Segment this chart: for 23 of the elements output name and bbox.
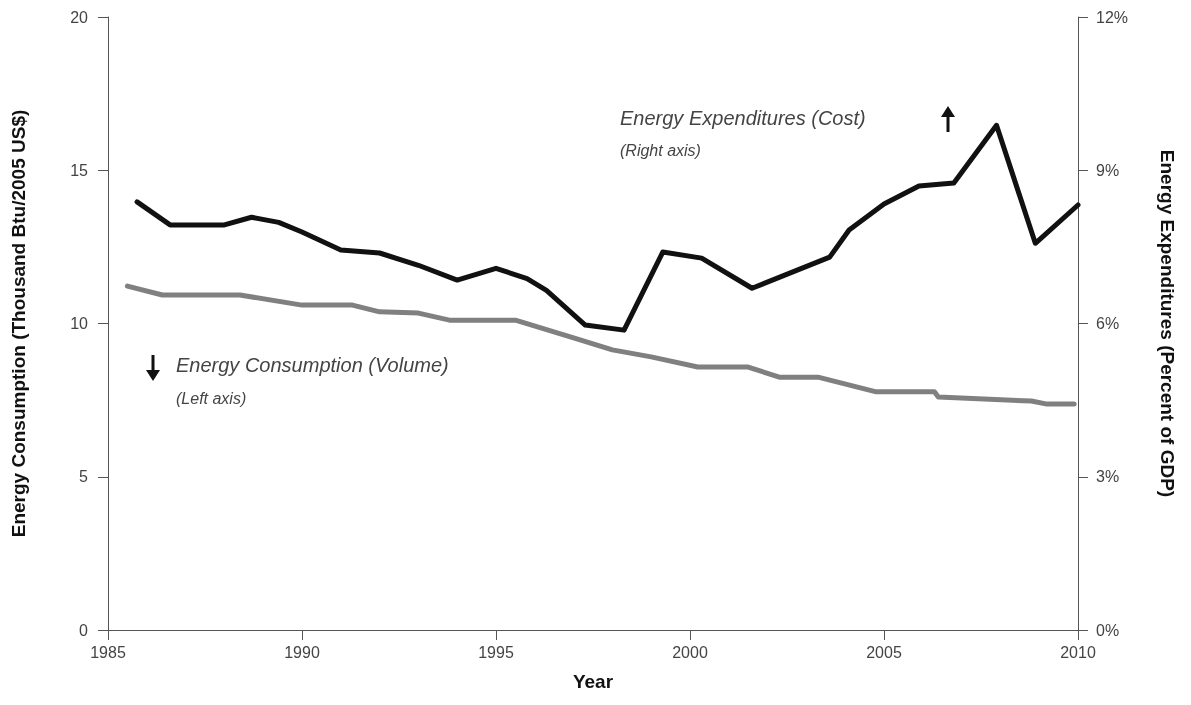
x-axis-title: Year [572,671,614,692]
y-axis-title: Energy Consumption (Thousand Btu/2005 US$) [8,109,29,538]
x-tick-label: 2005 [866,643,902,661]
y2-tick-label: 12% [1096,8,1129,26]
x-tick-label: 2000 [672,643,708,661]
annotation: Energy Expenditures (Cost) [620,107,866,129]
y-tick-label: 20 [70,8,89,26]
y-tick-label: 10 [70,315,89,332]
annotation: (Right axis) [620,141,701,159]
y-tick-label: 5 [79,468,89,486]
x-tick-label: 2010 [1060,643,1096,661]
y-tick-label: 15 [70,161,89,179]
x-tick-label: 1990 [284,643,320,661]
x-tick-label: 1995 [478,643,514,661]
annotation: (Left axis) [176,389,247,407]
y2-tick-label: 0% [1096,621,1120,639]
y2-tick-label: 3% [1096,468,1120,486]
y2-axis-title: Energy Expenditures (Percent of GDP) [1157,149,1178,498]
y2-tick-label: 6% [1096,315,1120,332]
y-tick-label: 0 [79,621,89,639]
annotation: Energy Consumption (Volume) [176,354,449,376]
x-tick-label: 1985 [90,643,126,661]
y2-tick-label: 9% [1096,161,1120,179]
